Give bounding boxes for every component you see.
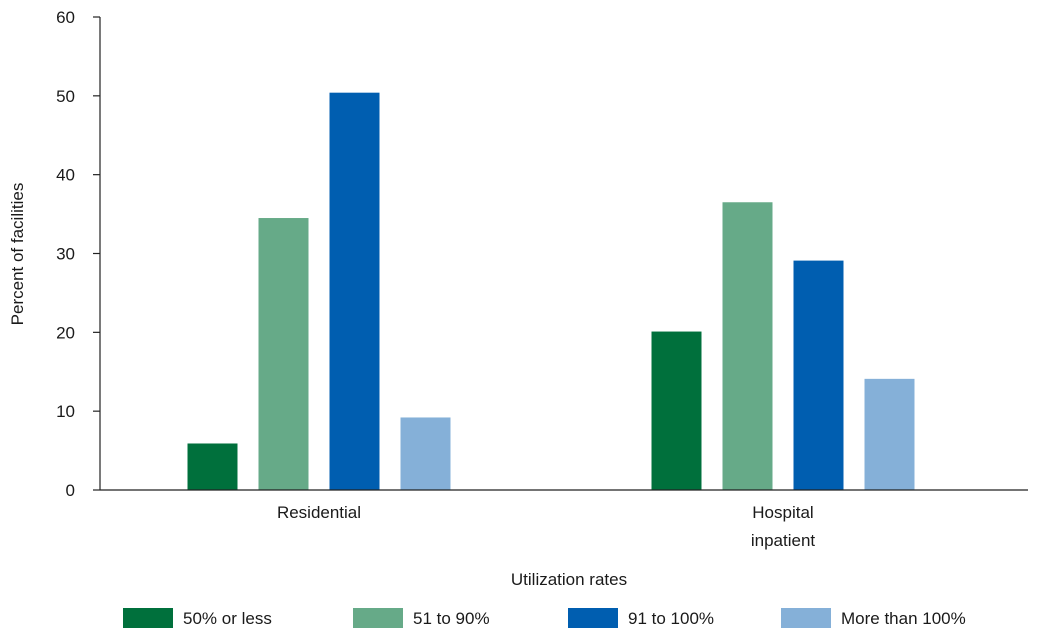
y-tick-label: 50	[56, 87, 75, 106]
y-tick-label: 0	[66, 481, 75, 500]
bar	[864, 378, 915, 490]
bar	[651, 331, 702, 490]
legend: 50% or less 51 to 90% 91 to 100% More than …	[123, 608, 966, 628]
legend-swatch	[353, 608, 403, 628]
y-tick-label: 40	[56, 166, 75, 185]
y-tick-label: 30	[56, 245, 75, 264]
y-tick-label: 10	[56, 402, 75, 421]
bar	[722, 202, 773, 490]
legend-swatch	[781, 608, 831, 628]
x-category-label: Hospital	[752, 503, 813, 522]
legend-swatch	[568, 608, 618, 628]
bar	[187, 443, 238, 490]
bar	[258, 218, 309, 490]
bar	[329, 92, 380, 491]
y-tick-label: 20	[56, 323, 75, 342]
legend-label: 91 to 100%	[628, 609, 714, 628]
y-tick-label: 60	[56, 8, 75, 27]
bars	[187, 92, 915, 491]
x-category-label: inpatient	[751, 531, 816, 550]
legend-swatch	[123, 608, 173, 628]
bar	[793, 260, 844, 490]
legend-label: More than 100%	[841, 609, 966, 628]
x-axis-title: Utilization rates	[511, 570, 627, 589]
legend-label: 50% or less	[183, 609, 272, 628]
x-category-label: Residential	[277, 503, 361, 522]
x-axis: Residential Hospital inpatient	[100, 489, 1028, 550]
y-axis-title: Percent of facilities	[8, 183, 27, 326]
legend-label: 51 to 90%	[413, 609, 490, 628]
y-axis: 0 10 20 30 40 50 60	[56, 8, 101, 500]
bar	[400, 417, 451, 490]
